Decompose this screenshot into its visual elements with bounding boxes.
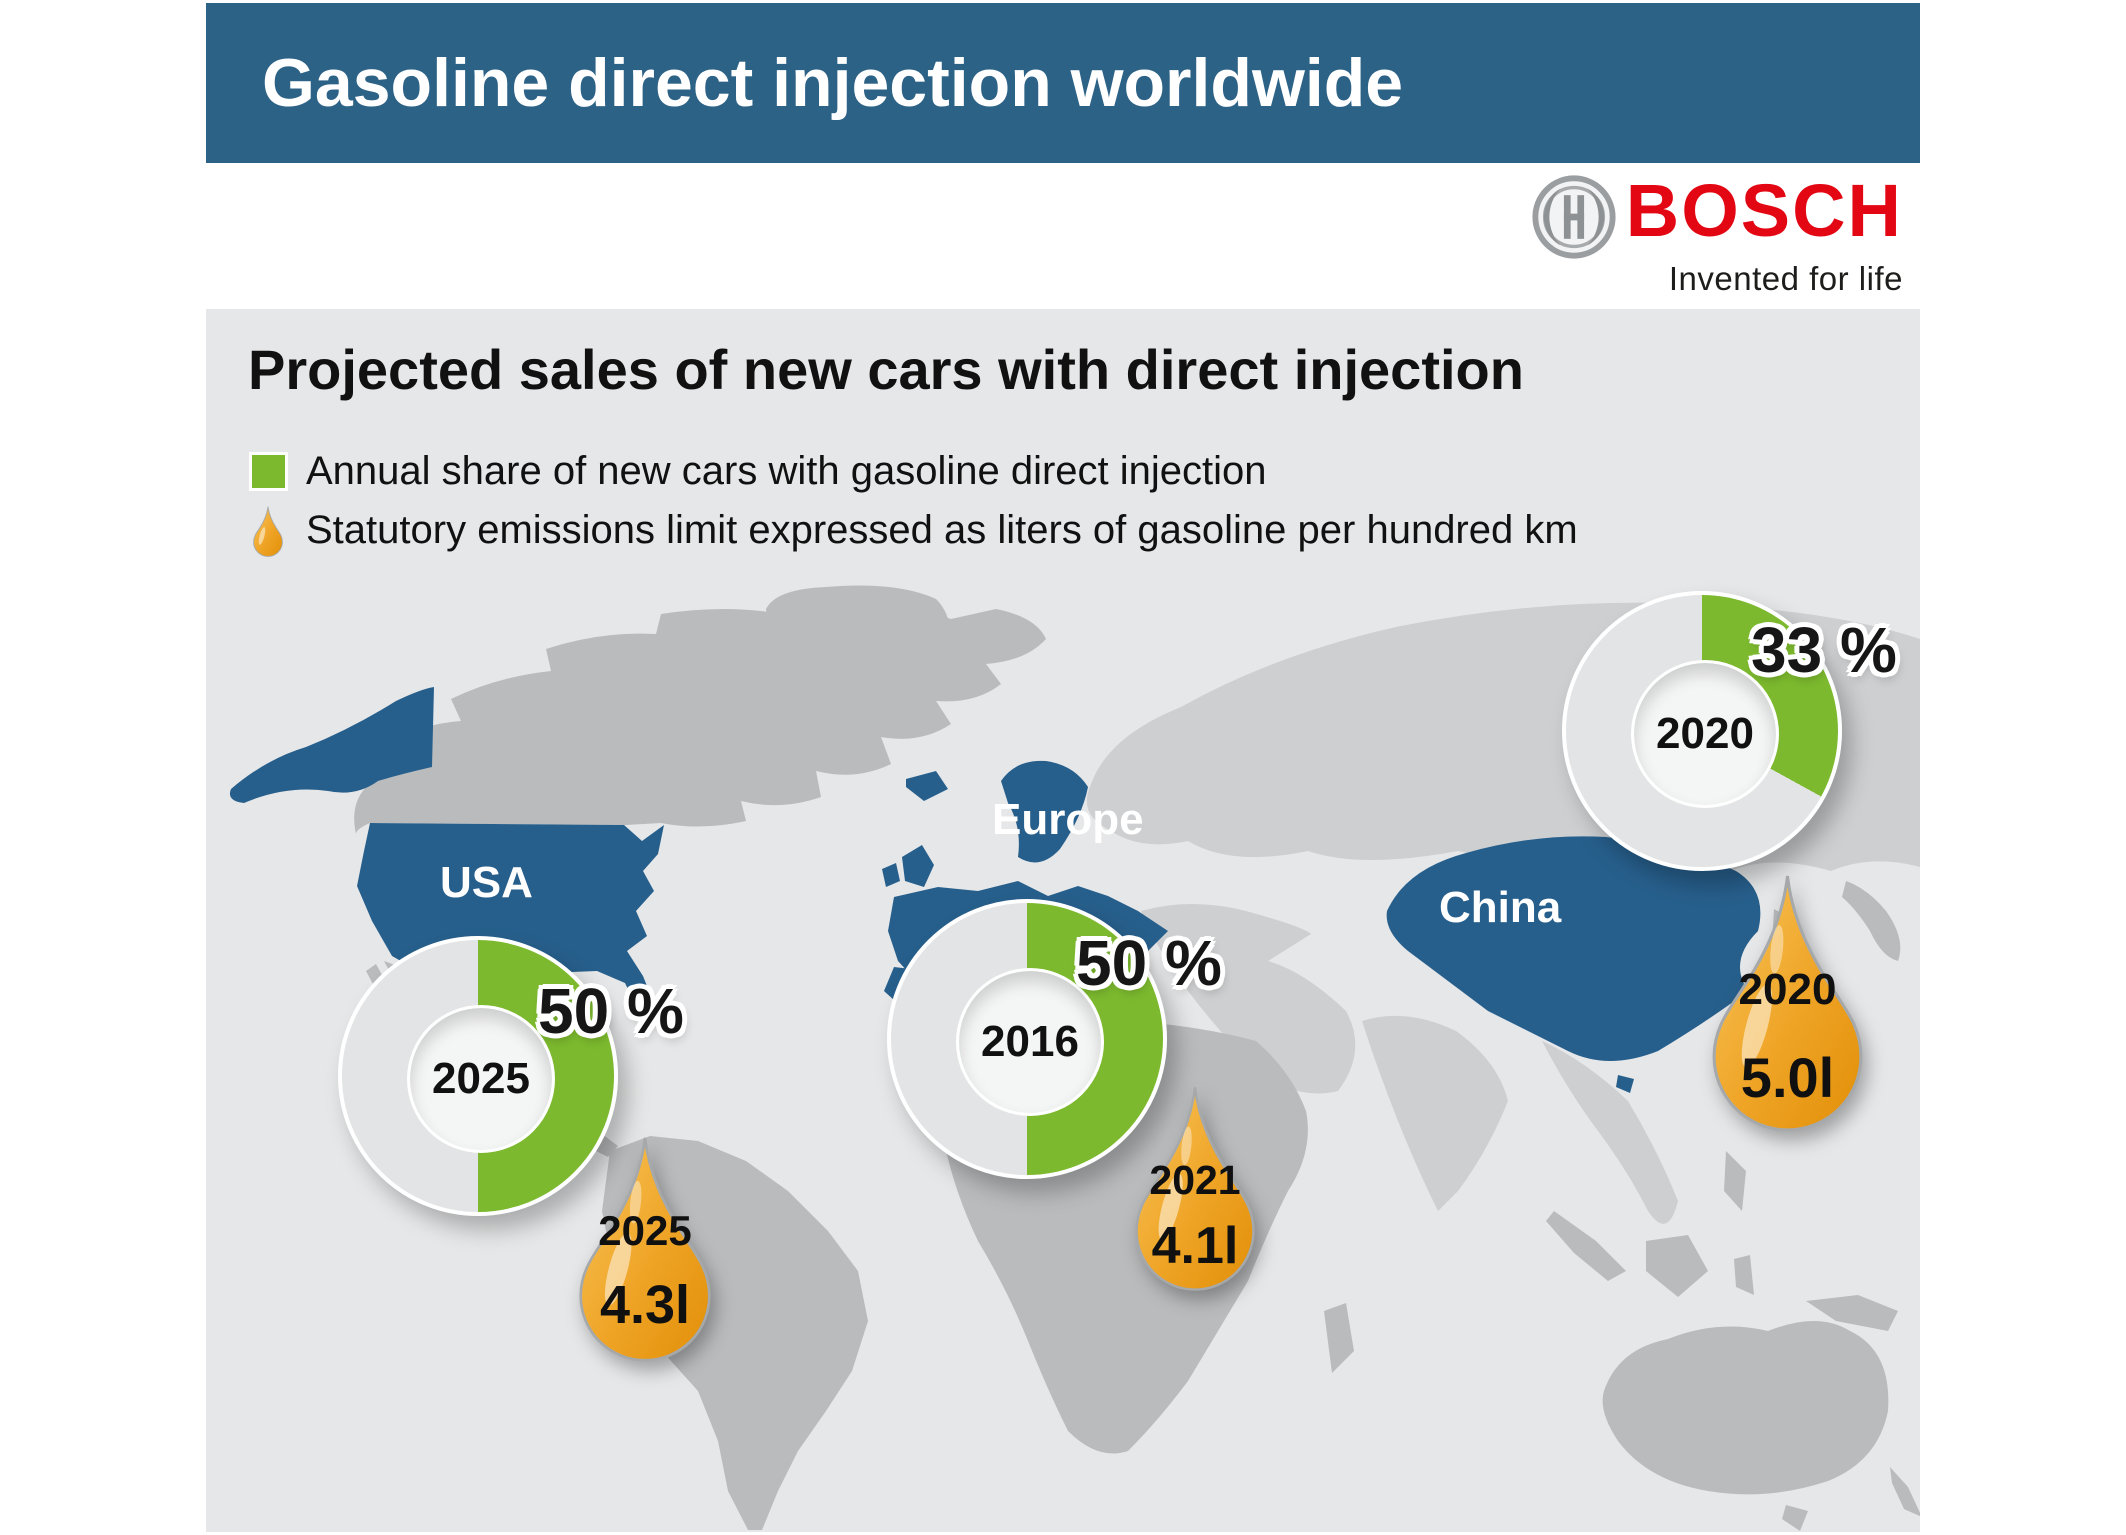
emission-drop-usa: 2025 4.3l [578, 1135, 712, 1363]
donut-chart-europe: 2016 [887, 899, 1167, 1179]
map-region-iceland [906, 771, 948, 801]
bosch-wordmark: BOSCH [1625, 169, 1903, 252]
map-region-philippines [1724, 1151, 1746, 1211]
map-region-sulawesi [1734, 1255, 1754, 1295]
donut-hole-europe: 2016 [956, 968, 1104, 1116]
map-region-tasmania [1782, 1505, 1808, 1531]
drop-value-europe: 4.1l [1151, 1217, 1239, 1275]
donut-chart-usa: 2025 [338, 936, 618, 1216]
bosch-tagline: Invented for life [1668, 260, 1903, 297]
chart-heading: Projected sales of new cars with direct … [248, 338, 1524, 401]
donut-year-china: 2020 [1656, 709, 1754, 758]
world-map [229, 585, 1920, 1531]
map-region-uk [902, 845, 934, 887]
emission-drop-europe: 2021 4.1l [1134, 1085, 1256, 1292]
map-region-madagascar [1324, 1303, 1354, 1373]
share-label-usa: 50 % [538, 975, 684, 1047]
header-bar: Gasoline direct injection worldwide [206, 3, 1920, 163]
map-region-australia [1602, 1321, 1889, 1495]
page-title: Gasoline direct injection worldwide [262, 45, 1404, 121]
map-region-sumatra [1546, 1211, 1626, 1281]
oil-drop-icon [579, 1137, 711, 1362]
chart-canvas: Projected sales of new cars with direct … [206, 309, 1920, 1532]
map-region-china [1386, 836, 1761, 1061]
map-label-china: China [1439, 883, 1562, 932]
map-label-europe: Europe [992, 795, 1144, 844]
oil-drop-icon [1712, 875, 1863, 1132]
drop-year-europe: 2021 [1149, 1157, 1241, 1203]
oil-drop-icon [1135, 1087, 1255, 1291]
donut-chart-china: 2020 [1562, 591, 1842, 871]
map-region-canada [354, 606, 1046, 834]
drop-year-usa: 2025 [598, 1207, 692, 1254]
map-region-hainan [1616, 1075, 1634, 1093]
map-region-new-guinea [1806, 1295, 1898, 1331]
share-label-europe: 50 % [1076, 927, 1222, 999]
map-region-middle-east [1141, 904, 1356, 1094]
map-region-se-asia [1542, 1041, 1678, 1224]
donut-hole-usa: 2025 [407, 1005, 555, 1153]
map-region-scandinavia [1001, 760, 1088, 863]
donut-year-usa: 2025 [432, 1054, 530, 1103]
legend-label-share: Annual share of new cars with gasoline d… [306, 449, 1267, 493]
donut-hole-china: 2020 [1631, 660, 1779, 808]
drop-year-china: 2020 [1738, 965, 1837, 1014]
bosch-anchor-icon [1532, 175, 1616, 259]
donut-year-europe: 2016 [981, 1017, 1079, 1066]
emission-drop-china: 2020 5.0l [1711, 873, 1864, 1133]
drop-value-china: 5.0l [1740, 1046, 1835, 1109]
map-region-ireland [882, 863, 900, 887]
map-region-new-zealand [1890, 1467, 1920, 1517]
map-region-borneo [1646, 1235, 1708, 1297]
map-label-usa: USA [440, 858, 533, 907]
map-region-alaska [229, 687, 434, 803]
drop-value-usa: 4.3l [599, 1275, 691, 1335]
legend-label-emissions: Statutory emissions limit expressed as l… [306, 508, 1578, 552]
map-region-india [1362, 1015, 1508, 1211]
map-region-japan [1842, 881, 1901, 961]
share-label-china: 33 % [1751, 614, 1897, 686]
green-square-icon [252, 455, 285, 488]
oil-drop-icon [253, 506, 283, 557]
